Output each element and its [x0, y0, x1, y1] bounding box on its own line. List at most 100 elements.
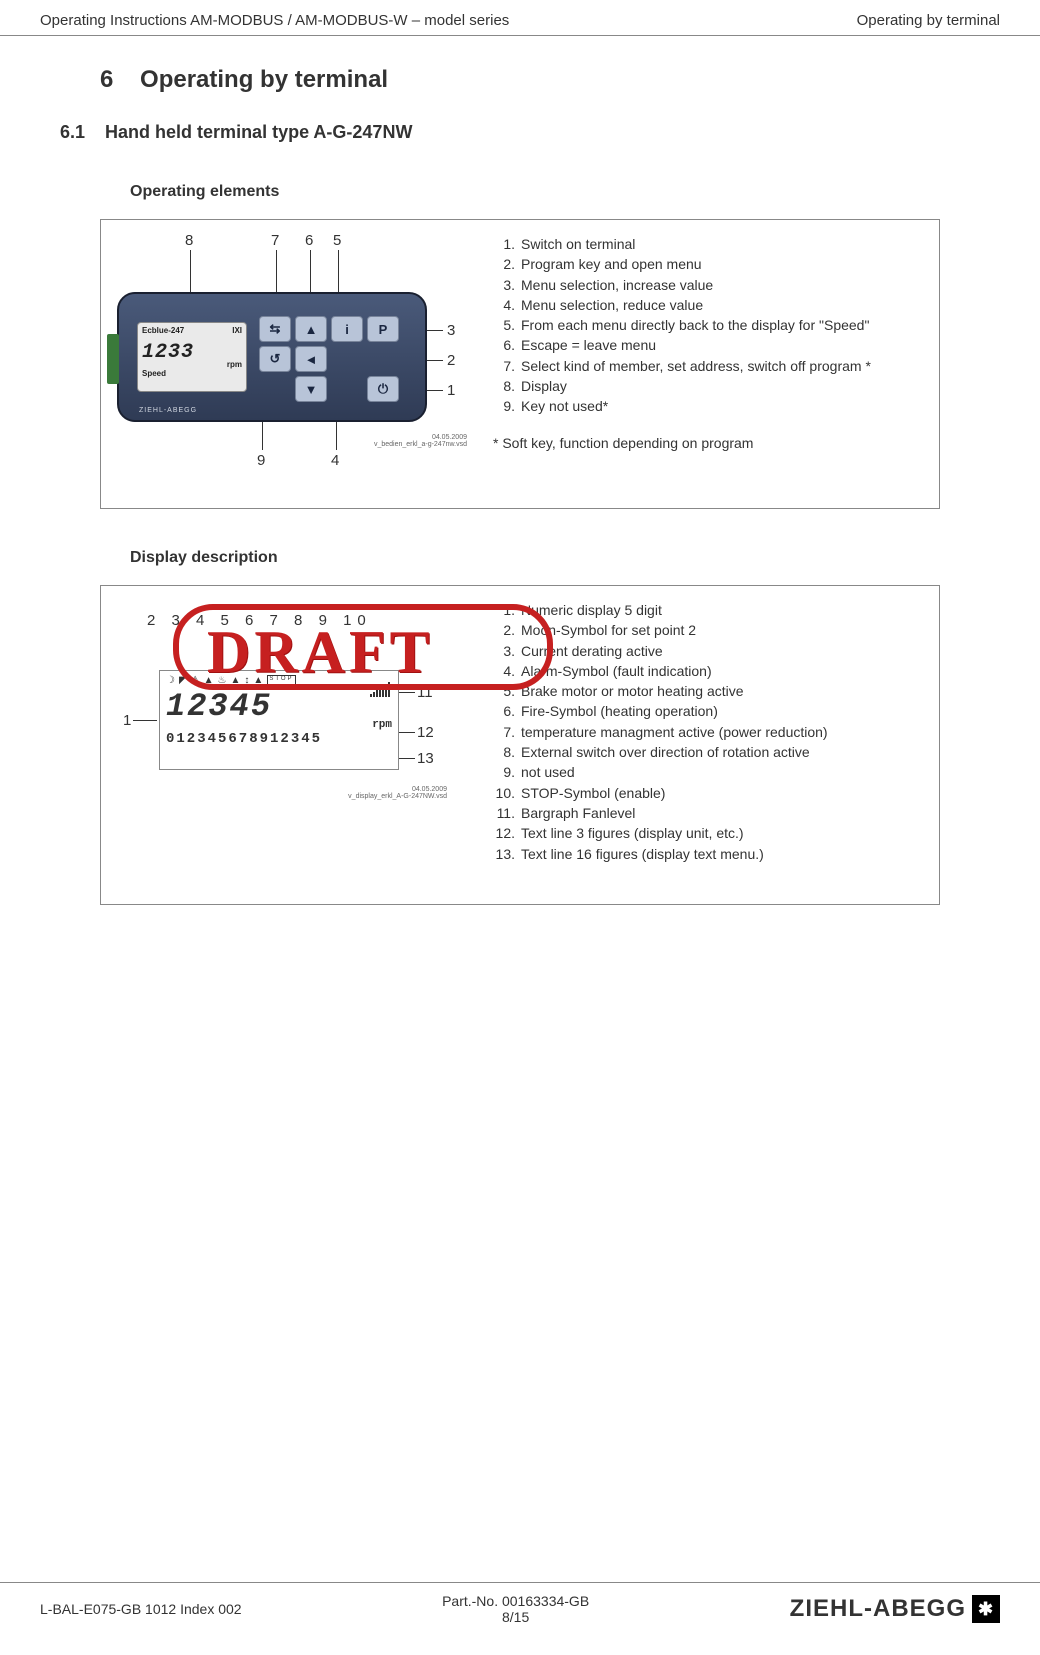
legend-num: 8. — [493, 742, 515, 762]
legend-item: 7. Select kind of member, set address, sw… — [493, 356, 923, 376]
callout-4: 4 — [331, 452, 339, 469]
legend-text: Escape = leave menu — [521, 337, 656, 353]
header-left: Operating Instructions AM-MODBUS / AM-MO… — [40, 12, 509, 29]
legend-text: Fire-Symbol (heating operation) — [521, 703, 718, 719]
legend-text: Menu selection, increase value — [521, 277, 713, 293]
key-member-icon[interactable]: ⇆ — [259, 316, 291, 342]
legend-text: temperature managment active (power redu… — [521, 724, 828, 740]
callout-9: 9 — [257, 452, 265, 469]
legend-item: 5. From each menu directly back to the di… — [493, 315, 923, 335]
key-empty — [259, 376, 291, 402]
legend-num: 5. — [493, 315, 515, 335]
display-callout-13: 13 — [417, 750, 434, 767]
display-callout-1: 1 — [123, 712, 131, 729]
moon-icon: ☽ — [166, 675, 177, 686]
legend-item: 6. Escape = leave menu — [493, 335, 923, 355]
legend-item: 1.Switch on terminal — [493, 234, 923, 254]
legend-num: 9. — [493, 396, 515, 416]
footer-brand: ZIEHL-ABEGG ✱ — [790, 1595, 1000, 1623]
page-content: 6 Operating by terminal 6.1 Hand held te… — [0, 36, 1040, 905]
legend-num: 7. — [493, 356, 515, 376]
key-empty — [331, 346, 363, 372]
legend-text: Key not used* — [521, 398, 608, 414]
lcd-textline: 012345678912345 — [166, 731, 392, 747]
legend-item: 5.Brake motor or motor heating active — [493, 681, 923, 701]
display-callout-12: 12 — [417, 724, 434, 741]
key-escape-icon[interactable]: ◄ — [295, 346, 327, 372]
legend-item: 12.Text line 3 figures (display unit, et… — [493, 823, 923, 843]
key-power-icon[interactable]: ⏻ — [367, 376, 399, 402]
legend-item: 2.Moon-Symbol for set point 2 — [493, 620, 923, 640]
legend-item: 4.Alarm-Symbol (fault indication) — [493, 661, 923, 681]
terminal-device: Ecblue-247 IXI 1233 rpm Speed ZIEHL-ABEG… — [117, 292, 427, 422]
device-diagram: 8 7 6 5 3 2 1 9 4 Ecblue-247 — [117, 234, 477, 494]
legend-item: 9.not used — [493, 762, 923, 782]
callout-2: 2 — [447, 352, 455, 369]
legend-num: 6. — [493, 335, 515, 355]
legend-num: 8. — [493, 376, 515, 396]
legend-item: 9. Key not used* — [493, 396, 923, 416]
chapter-title: Operating by terminal — [140, 66, 388, 93]
display-legend: 1.Numeric display 5 digit2.Moon-Symbol f… — [493, 600, 923, 864]
tiny-filename: 04.05.2009 v_bedien_erkl_a-g-247nw.vsd — [367, 434, 467, 448]
device-speed-label: Speed — [142, 369, 242, 378]
keypad: ⇆ ▲ i P ↺ ◄ ▼ ⏻ — [259, 316, 409, 408]
callout-7: 7 — [271, 232, 279, 249]
legend-text: Brake motor or motor heating active — [521, 683, 744, 699]
legend-item: 8. Display — [493, 376, 923, 396]
legend-text: not used — [521, 764, 575, 780]
device-screen: Ecblue-247 IXI 1233 rpm Speed — [137, 322, 247, 392]
callout-5: 5 — [333, 232, 341, 249]
chapter-heading: 6 Operating by terminal — [100, 66, 980, 94]
chapter-num: 6 — [100, 66, 113, 93]
legend-num: 3. — [493, 275, 515, 295]
tiny-filename-2: 04.05.2009 v_display_erkl_A-G-247NW.vsd — [327, 786, 447, 800]
legend-num: 13. — [493, 844, 515, 864]
section-heading: 6.1 Hand held terminal type A-G-247NW — [60, 122, 980, 143]
legend-item: 2. Program key and open menu — [493, 254, 923, 274]
operating-elements-box: 8 7 6 5 3 2 1 9 4 Ecblue-247 — [100, 219, 940, 509]
key-info-icon[interactable]: i — [331, 316, 363, 342]
legend-text: Menu selection, reduce value — [521, 297, 703, 313]
footer-partno: Part.-No. 00163334-GB — [442, 1593, 589, 1609]
legend-text: Select kind of member, set address, swit… — [521, 358, 871, 374]
callout-8: 8 — [185, 232, 193, 249]
key-up-icon[interactable]: ▲ — [295, 316, 327, 342]
brand-logo-icon: ✱ — [972, 1595, 1000, 1623]
section-num: 6.1 — [60, 122, 85, 142]
legend-text: Bargraph Fanlevel — [521, 805, 635, 821]
legend-item: 1.Numeric display 5 digit — [493, 600, 923, 620]
legend-text: From each menu directly back to the disp… — [521, 317, 869, 333]
device-brand: ZIEHL-ABEGG — [139, 407, 197, 414]
legend-num: 2. — [493, 254, 515, 274]
callout-6: 6 — [305, 232, 313, 249]
legend-num: 6. — [493, 701, 515, 721]
legend-text: Program key and open menu — [521, 256, 702, 272]
key-down-icon[interactable]: ▼ — [295, 376, 327, 402]
legend-item: 10. STOP-Symbol (enable) — [493, 783, 923, 803]
legend-text: External switch over direction of rotati… — [521, 744, 810, 760]
key-empty — [367, 346, 399, 372]
section-title: Hand held terminal type A-G-247NW — [105, 122, 412, 142]
legend-num: 11. — [493, 803, 515, 823]
key-unused-icon[interactable]: ↺ — [259, 346, 291, 372]
page-footer: L-BAL-E075-GB 1012 Index 002 Part.-No. 0… — [0, 1582, 1040, 1655]
footer-page: 8/15 — [442, 1609, 589, 1625]
device-model-right: IXI — [232, 326, 242, 335]
callout-3: 3 — [447, 322, 455, 339]
legend-num: 10. — [493, 783, 515, 803]
legend-text: Display — [521, 378, 567, 394]
device-model-left: Ecblue-247 — [142, 326, 184, 335]
display-heading: Display description — [130, 549, 980, 567]
footer-center: Part.-No. 00163334-GB 8/15 — [442, 1593, 589, 1625]
brand-text: ZIEHL-ABEGG — [790, 1595, 966, 1623]
legend-item: 3. Menu selection, increase value — [493, 275, 923, 295]
legend-text: STOP-Symbol (enable) — [521, 785, 665, 801]
legend-item: 11. Bargraph Fanlevel — [493, 803, 923, 823]
legend-text: Switch on terminal — [521, 236, 635, 252]
legend-num: 7. — [493, 722, 515, 742]
header-right: Operating by terminal — [857, 12, 1000, 29]
key-program-icon[interactable]: P — [367, 316, 399, 342]
legend-num: 4. — [493, 295, 515, 315]
operating-heading: Operating elements — [130, 183, 980, 201]
